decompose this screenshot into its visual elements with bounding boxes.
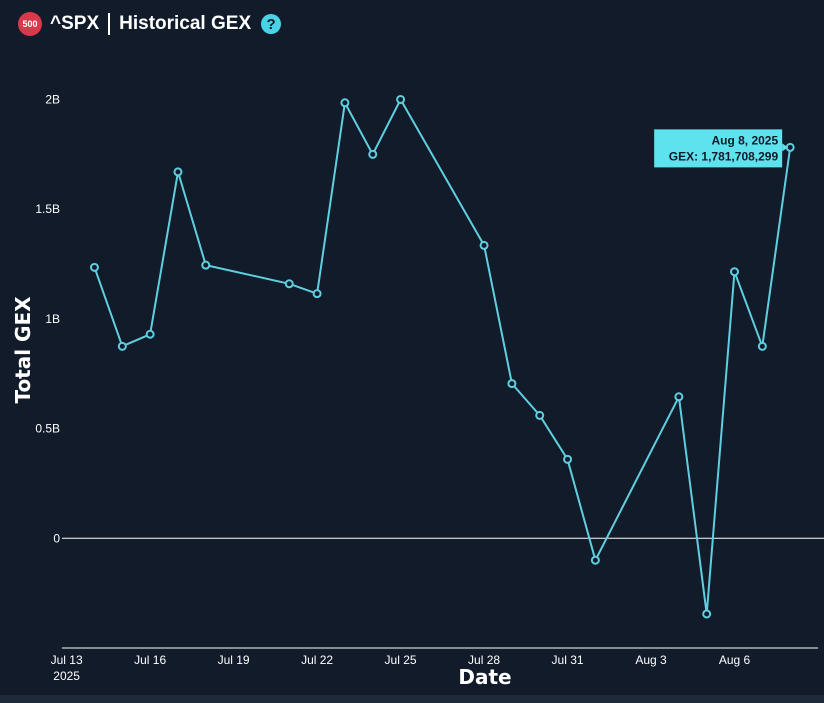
gex-data-point: [730, 267, 740, 277]
gex-data-point: [284, 279, 294, 289]
chart-header: 500 ^SPX Historical GEX ?: [18, 10, 282, 38]
x-tick-label: Jul 22: [301, 653, 333, 667]
gex-data-point: [117, 341, 127, 351]
x-tick-label: Jul 28: [468, 653, 500, 667]
gex-data-point: [312, 289, 322, 299]
gex-data-point: [535, 410, 545, 420]
x-axis-title: Date: [458, 665, 511, 689]
gex-data-point: [340, 98, 350, 108]
x-tick-label: Jul 31: [552, 653, 584, 667]
gex-data-point: [507, 379, 517, 389]
y-tick-label: 2B: [45, 92, 60, 106]
gex-data-point: [396, 94, 406, 104]
x-tick-label: Jul 16: [134, 653, 166, 667]
y-axis-title: Total GEX: [11, 296, 35, 404]
gex-data-point: [201, 260, 211, 270]
ticker-symbol: ^SPX: [50, 13, 100, 34]
gex-data-point: [479, 240, 489, 250]
hover-tooltip-box: [654, 129, 783, 168]
y-tick-label: 0: [53, 531, 60, 545]
y-tick-label: 1.5B: [35, 202, 60, 216]
help-icon[interactable]: ?: [261, 14, 282, 34]
y-tick-label: 1B: [45, 312, 60, 326]
tooltip-date: Aug 8, 2025: [711, 133, 778, 147]
panel-bottom-bar: [0, 695, 824, 703]
gex-data-point: [145, 329, 155, 339]
gex-data-point: [368, 149, 378, 159]
x-tick-label: Aug 3: [635, 653, 667, 667]
x-tick-label: Jul 13: [51, 653, 83, 667]
gex-series-line: [93, 97, 792, 615]
x-tick-label: Jul 25: [385, 653, 417, 667]
chart-title: Historical GEX: [119, 13, 252, 34]
gex-data-point: [757, 341, 767, 351]
gex-data-point: [563, 454, 573, 464]
spx-500-badge: 500: [18, 12, 42, 36]
gex-data-point: [89, 262, 99, 272]
gex-data-point: [173, 167, 183, 177]
x-tick-label: Jul 19: [218, 653, 250, 667]
x-tick-label: Aug 6: [719, 653, 751, 667]
title-separator: [108, 13, 111, 35]
tooltip-value: GEX: 1,781,708,299: [669, 149, 779, 163]
gex-data-point: [674, 392, 684, 402]
hover-tooltip-pointer: [782, 143, 789, 152]
gex-data-point: [590, 555, 600, 565]
gex-data-point: [702, 609, 712, 619]
y-tick-label: 0.5B: [35, 422, 60, 436]
x-tick-year-label: 2025: [53, 669, 80, 683]
